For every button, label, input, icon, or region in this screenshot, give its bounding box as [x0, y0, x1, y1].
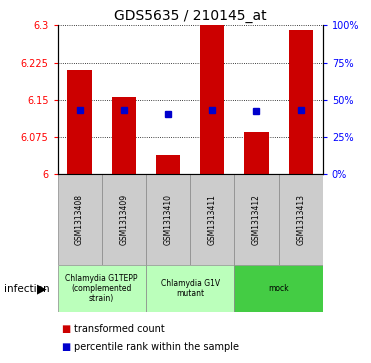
Bar: [146, 265, 234, 312]
Text: ■: ■: [61, 342, 70, 352]
Bar: [289, 30, 313, 174]
Bar: [279, 174, 323, 265]
Bar: [244, 132, 269, 174]
Text: GSM1313413: GSM1313413: [296, 194, 305, 245]
Text: GSM1313410: GSM1313410: [164, 194, 173, 245]
Bar: [156, 155, 180, 174]
Bar: [146, 174, 190, 265]
Title: GDS5635 / 210145_at: GDS5635 / 210145_at: [114, 9, 266, 23]
Bar: [58, 265, 146, 312]
Text: GSM1313409: GSM1313409: [119, 194, 128, 245]
Bar: [102, 174, 146, 265]
Bar: [68, 70, 92, 174]
Text: Chlamydia G1V
mutant: Chlamydia G1V mutant: [161, 279, 220, 298]
Text: mock: mock: [268, 284, 289, 293]
Text: ▶: ▶: [37, 282, 47, 295]
Bar: [190, 174, 234, 265]
Bar: [234, 265, 323, 312]
Text: transformed count: transformed count: [74, 323, 165, 334]
Text: GSM1313412: GSM1313412: [252, 194, 261, 245]
Text: GSM1313408: GSM1313408: [75, 194, 84, 245]
Text: Chlamydia G1TEPP
(complemented
strain): Chlamydia G1TEPP (complemented strain): [65, 274, 138, 303]
Bar: [200, 25, 224, 174]
Text: percentile rank within the sample: percentile rank within the sample: [74, 342, 239, 352]
Text: infection: infection: [4, 284, 49, 294]
Text: GSM1313411: GSM1313411: [208, 194, 217, 245]
Bar: [234, 174, 279, 265]
Bar: [112, 97, 136, 174]
Text: ■: ■: [61, 323, 70, 334]
Bar: [58, 174, 102, 265]
